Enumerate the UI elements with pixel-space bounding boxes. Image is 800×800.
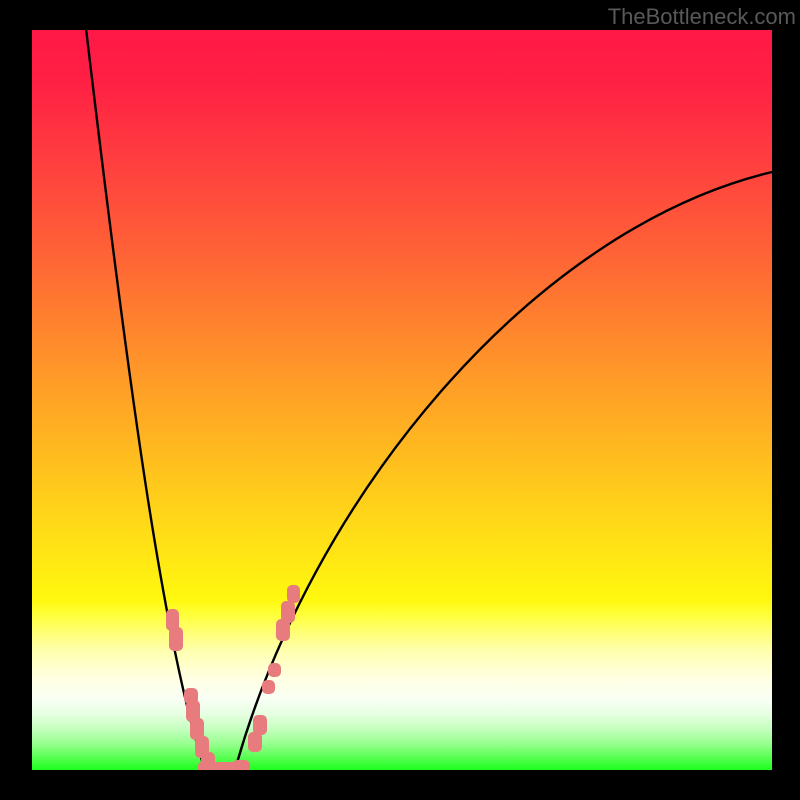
- marker-point: [253, 715, 267, 735]
- marker-point: [268, 663, 281, 677]
- marker-point: [287, 585, 300, 603]
- marker-point: [262, 680, 275, 694]
- watermark-text: TheBottleneck.com: [608, 4, 796, 30]
- marker-point: [169, 627, 183, 651]
- chart-svg: [0, 0, 800, 800]
- marker-point: [281, 601, 295, 623]
- gradient-panel: [32, 30, 772, 770]
